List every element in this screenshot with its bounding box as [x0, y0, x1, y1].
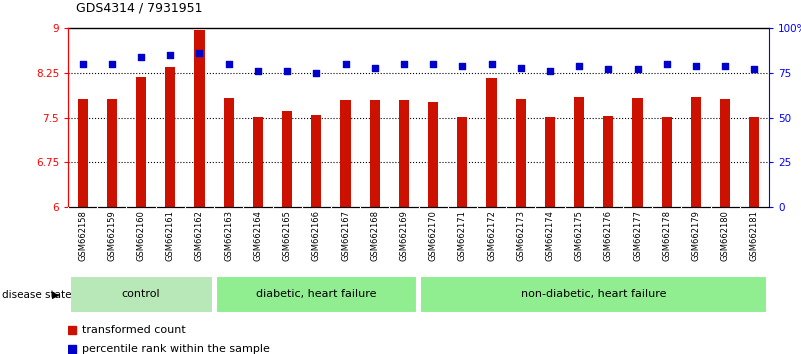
Bar: [253, 116, 263, 207]
Text: GSM662174: GSM662174: [545, 210, 554, 261]
FancyBboxPatch shape: [70, 276, 212, 313]
FancyBboxPatch shape: [215, 276, 417, 313]
Text: GSM662163: GSM662163: [224, 210, 233, 262]
Text: ▶: ▶: [52, 290, 60, 300]
Point: [573, 63, 586, 69]
Point: [280, 68, 293, 74]
Text: GSM662169: GSM662169: [400, 210, 409, 261]
Point: [544, 68, 557, 74]
Point: [76, 61, 89, 67]
Bar: [603, 116, 614, 207]
Bar: [486, 78, 497, 207]
Text: GSM662173: GSM662173: [516, 210, 525, 262]
Bar: [195, 29, 204, 207]
Bar: [165, 67, 175, 207]
Bar: [136, 76, 147, 207]
Text: transformed count: transformed count: [83, 325, 186, 336]
Point: [397, 61, 410, 67]
Bar: [399, 100, 409, 207]
Text: control: control: [122, 289, 160, 299]
Point: [252, 68, 264, 74]
Text: GSM662168: GSM662168: [370, 210, 379, 262]
Text: GSM662158: GSM662158: [78, 210, 87, 261]
Text: GSM662162: GSM662162: [195, 210, 204, 261]
Point: [427, 61, 440, 67]
Text: GSM662167: GSM662167: [341, 210, 350, 262]
Text: GSM662164: GSM662164: [253, 210, 263, 261]
Text: GSM662176: GSM662176: [604, 210, 613, 262]
Text: GSM662178: GSM662178: [662, 210, 671, 262]
Point: [368, 65, 381, 70]
Bar: [223, 98, 234, 207]
Bar: [457, 116, 468, 207]
Text: GSM662177: GSM662177: [633, 210, 642, 262]
Point: [164, 52, 177, 58]
FancyBboxPatch shape: [420, 276, 767, 313]
Point: [135, 54, 147, 60]
Text: GSM662161: GSM662161: [166, 210, 175, 261]
Point: [748, 67, 761, 72]
Text: GSM662175: GSM662175: [574, 210, 584, 261]
Point: [310, 70, 323, 76]
Bar: [749, 116, 759, 207]
Point: [718, 63, 731, 69]
Text: GSM662172: GSM662172: [487, 210, 496, 261]
Point: [339, 61, 352, 67]
Point: [193, 51, 206, 56]
Bar: [720, 99, 731, 207]
Text: diabetic, heart failure: diabetic, heart failure: [256, 289, 376, 299]
Point: [514, 65, 527, 70]
Bar: [574, 97, 584, 207]
Bar: [662, 116, 672, 207]
Bar: [633, 98, 642, 207]
Bar: [690, 97, 701, 207]
Point: [106, 61, 119, 67]
Text: GSM662181: GSM662181: [750, 210, 759, 261]
Point: [660, 61, 673, 67]
Bar: [312, 115, 321, 207]
Text: GSM662170: GSM662170: [429, 210, 437, 261]
Point: [602, 67, 614, 72]
Text: GSM662171: GSM662171: [458, 210, 467, 261]
Bar: [369, 100, 380, 207]
Text: GSM662159: GSM662159: [107, 210, 116, 261]
Bar: [516, 99, 525, 207]
Text: GSM662180: GSM662180: [721, 210, 730, 261]
Point: [456, 63, 469, 69]
Point: [690, 63, 702, 69]
Text: non-diabetic, heart failure: non-diabetic, heart failure: [521, 289, 666, 299]
Point: [631, 67, 644, 72]
Text: GSM662166: GSM662166: [312, 210, 321, 262]
Bar: [340, 100, 351, 207]
Bar: [428, 102, 438, 207]
Point: [485, 61, 498, 67]
Text: GSM662179: GSM662179: [691, 210, 700, 261]
Text: GDS4314 / 7931951: GDS4314 / 7931951: [76, 1, 203, 14]
Text: percentile rank within the sample: percentile rank within the sample: [83, 344, 270, 354]
Bar: [282, 111, 292, 207]
Point: [223, 61, 235, 67]
Text: GSM662165: GSM662165: [283, 210, 292, 261]
Text: disease state: disease state: [2, 290, 71, 300]
Bar: [78, 99, 88, 207]
Bar: [107, 99, 117, 207]
Bar: [545, 117, 555, 207]
Text: GSM662160: GSM662160: [137, 210, 146, 261]
